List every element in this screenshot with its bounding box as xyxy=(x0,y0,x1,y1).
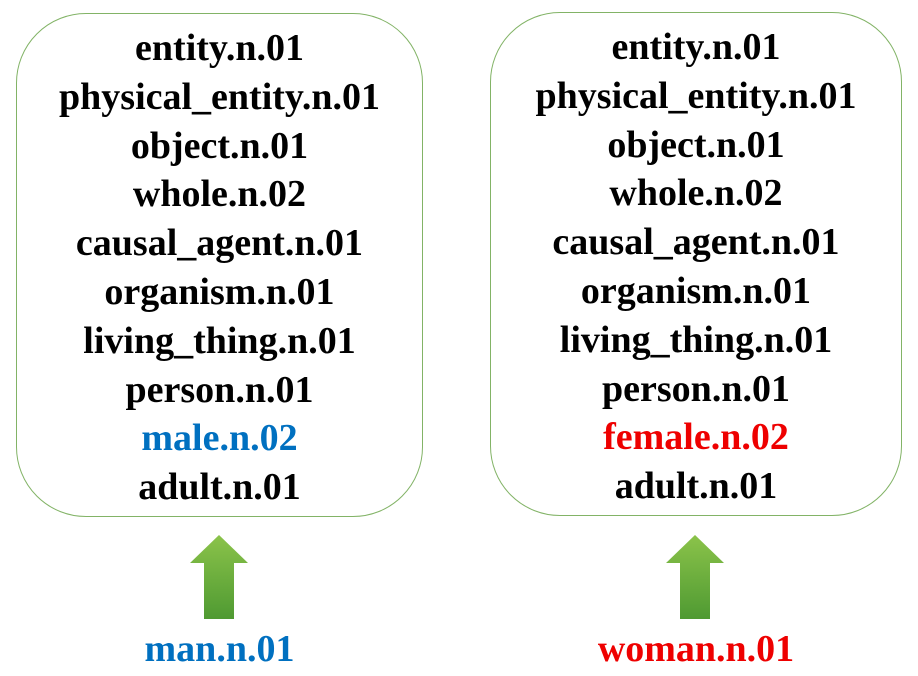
right-hypernym-item: whole.n.02 xyxy=(609,172,783,215)
right-hypernym-item: person.n.01 xyxy=(602,367,790,410)
right-hypernym-item: causal_agent.n.01 xyxy=(552,221,840,264)
right-hypernym-item: adult.n.01 xyxy=(614,465,778,508)
left-hypernym-list: entity.n.01 physical_entity.n.01 object.… xyxy=(17,24,422,512)
right-source-word: woman.n.01 xyxy=(597,628,795,670)
left-source-word: man.n.01 xyxy=(144,628,295,670)
left-hypernym-item: entity.n.01 xyxy=(135,27,304,69)
left-hypernym-item: person.n.01 xyxy=(125,368,314,411)
left-hypernym-box: entity.n.01 physical_entity.n.01 object.… xyxy=(16,13,423,517)
right-hypernym-box: entity.n.01 physical_entity.n.01 object.… xyxy=(490,12,902,516)
left-hypernym-item: whole.n.02 xyxy=(132,173,307,216)
left-hypernym-item: organism.n.01 xyxy=(104,270,335,313)
right-hypernym-item: physical_entity.n.01 xyxy=(535,74,857,117)
left-hypernym-item: living_thing.n.01 xyxy=(83,319,356,362)
right-hypernym-item: object.n.01 xyxy=(607,123,785,166)
right-hypernym-item: organism.n.01 xyxy=(580,269,812,312)
left-hypernym-item: physical_entity.n.01 xyxy=(59,75,380,118)
left-hypernym-item: object.n.01 xyxy=(130,124,309,167)
up-arrow-icon xyxy=(190,535,248,619)
left-hypernym-item: adult.n.01 xyxy=(138,466,301,509)
right-gender-hypernym-item: female.n.02 xyxy=(603,416,789,459)
left-hypernym-item: causal_agent.n.01 xyxy=(75,222,364,265)
right-hypernym-item: entity.n.01 xyxy=(611,26,781,68)
right-hypernym-list: entity.n.01 physical_entity.n.01 object.… xyxy=(491,23,901,511)
left-gender-hypernym-item: male.n.02 xyxy=(141,417,298,460)
right-hypernym-item: living_thing.n.01 xyxy=(559,318,833,361)
up-arrow-icon xyxy=(666,535,724,619)
